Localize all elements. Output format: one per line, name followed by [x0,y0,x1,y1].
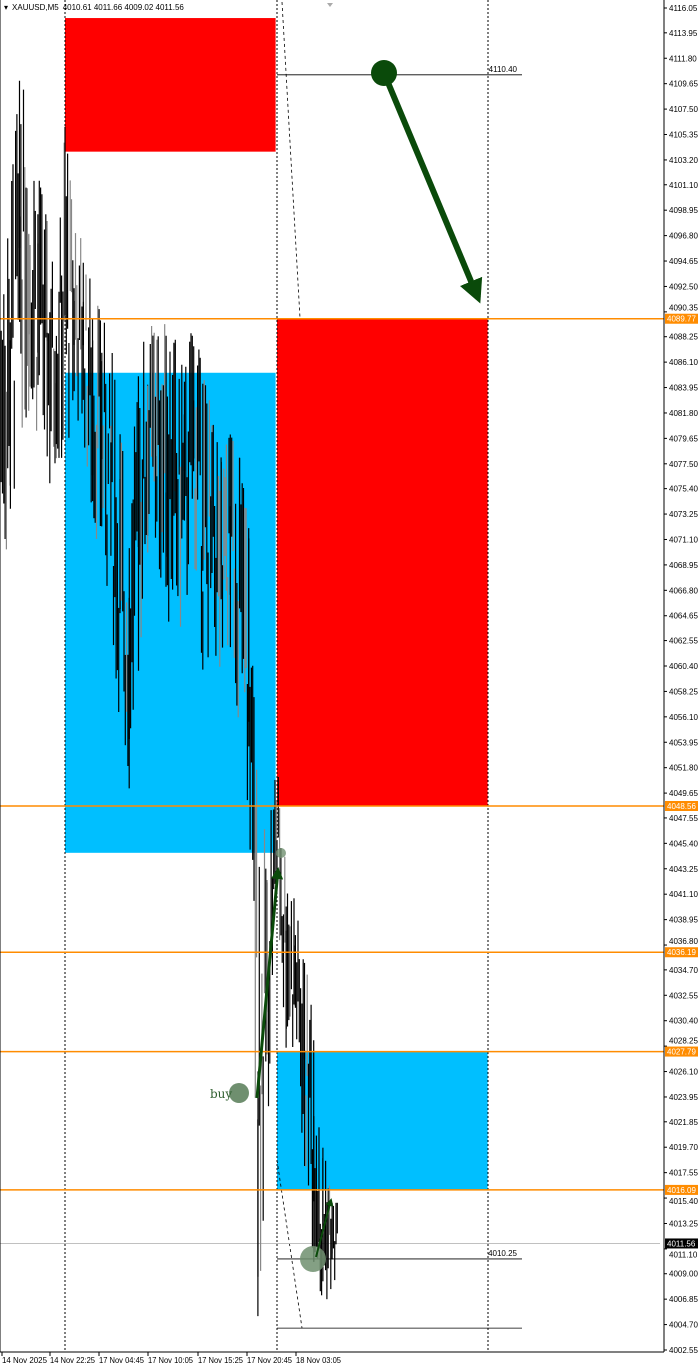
price-tick-label: 4058.25 [669,687,698,696]
price-tick-label: 4045.40 [669,839,698,848]
symbol-label: XAUUSD,M5 [12,3,59,12]
time-tick-label: 18 Nov 03:05 [296,1356,342,1365]
price-tick-label: 4113.95 [669,29,698,38]
dashed-trendline[interactable] [276,1159,303,1329]
time-tick-label: 17 Nov 20:45 [247,1356,293,1365]
price-tick-label: 4109.65 [669,80,698,89]
price-tick-label: 4002.55 [669,1346,698,1355]
time-tick-label: 17 Nov 04:45 [99,1356,145,1365]
price-tick-label: 4098.95 [669,206,698,215]
price-tick-label: 4096.80 [669,232,698,241]
signal-marker[interactable] [300,1246,326,1272]
level-price-label: 4027.79 [667,1048,696,1057]
price-tick-label: 4026.10 [669,1068,698,1077]
price-tick-label: 4116.05 [669,4,698,13]
price-tick-label: 4049.65 [669,789,698,798]
price-tick-label: 4011.10 [669,1250,698,1259]
price-tick-label: 4094.65 [669,257,698,266]
level-price-label: 4089.77 [667,315,696,324]
sell-arrow[interactable] [381,71,483,304]
time-tick-label: 17 Nov 15:25 [198,1356,244,1365]
price-tick-label: 4053.95 [669,738,698,747]
price-tick-label: 4006.85 [669,1295,698,1304]
level-price-tag [665,1046,698,1057]
time-tick-label: 17 Nov 10:05 [148,1356,194,1365]
price-line-label: 4110.40 [489,65,518,74]
level-price-tag [665,947,698,958]
price-tick-label: 4086.10 [669,358,698,367]
time-tick-label: 14 Nov 22:25 [50,1356,96,1365]
price-tick-label: 4083.95 [669,384,698,393]
price-tick-label: 4105.35 [669,131,698,140]
price-tick-label: 4017.55 [669,1169,698,1178]
dashed-trendline[interactable] [281,1,301,319]
price-tick-label: 4066.80 [669,586,698,595]
price-tick-label: 4034.70 [669,966,698,975]
time-tick-label: 14 Nov 2025 [2,1356,48,1365]
price-tick-label: 4036.80 [669,937,698,946]
price-tick-label: 4064.65 [669,612,698,621]
collapse-triangle-icon[interactable]: ▾ [4,3,9,12]
price-tick-label: 4013.25 [669,1219,698,1228]
level-price-tag [665,313,698,324]
supply-zone[interactable] [277,318,488,806]
price-tick-label: 4073.25 [669,510,698,519]
price-tick-label: 4056.10 [669,713,698,722]
price-tick-label: 4041.10 [669,890,698,899]
level-price-label: 4036.19 [667,948,696,957]
price-tick-label: 4043.25 [669,865,698,874]
price-tick-label: 4062.55 [669,637,698,646]
price-tick-label: 4077.50 [669,460,698,469]
price-tick-label: 4071.10 [669,535,698,544]
chart-header: ▾ XAUUSD,M5 4010.61 4011.66 4009.02 4011.5… [4,3,188,12]
price-tick-label: 4004.70 [669,1321,698,1330]
price-tick-label: 4032.55 [669,991,698,1000]
price-tick-label: 4051.80 [669,764,698,773]
price-tick-label: 4009.00 [669,1270,698,1279]
price-tick-label: 4103.20 [669,156,698,165]
price-tick-label: 4075.40 [669,485,698,494]
scroll-marker-icon[interactable] [327,3,333,7]
ohlc-readout: 4010.61 4011.66 4009.02 4011.56 [62,3,184,12]
price-tick-label: 4019.70 [669,1143,698,1152]
price-tick-label: 4092.50 [669,282,698,291]
price-tick-label: 4068.95 [669,561,698,570]
price-tick-label: 4021.85 [669,1118,698,1127]
supply-zone[interactable] [65,18,276,152]
price-tick-label: 4081.80 [669,409,698,418]
level-price-tag [665,800,698,811]
signal-marker[interactable] [371,60,397,86]
price-tick-label: 4023.95 [669,1093,698,1102]
price-tick-label: 4107.50 [669,105,698,114]
price-tick-label: 4015.40 [669,1197,698,1206]
price-tick-label: 4038.95 [669,916,698,925]
buy-marker[interactable] [229,1083,249,1103]
buy-arrow[interactable] [255,867,284,1099]
price-tick-label: 4047.55 [669,814,698,823]
price-line-label: 4010.25 [488,1249,517,1258]
buy-label: buy [210,1087,232,1101]
level-price-label: 4016.09 [667,1186,696,1195]
current-price-tag [665,1238,698,1249]
level-price-label: 4048.56 [667,802,696,811]
price-tick-label: 4028.25 [669,1037,698,1046]
price-tick-label: 4111.80 [669,54,697,63]
price-tick-label: 4079.65 [669,434,698,443]
price-tick-label: 4030.40 [669,1017,698,1026]
price-tick-label: 4088.25 [669,333,698,342]
signal-marker [276,848,286,858]
price-tick-label: 4060.40 [669,662,698,671]
current-price-label: 4011.56 [667,1239,696,1248]
level-price-tag [665,1184,698,1195]
price-tick-label: 4101.10 [669,181,698,190]
buy-arrow[interactable] [315,1198,334,1258]
price-tick-label: 4090.35 [669,304,698,313]
